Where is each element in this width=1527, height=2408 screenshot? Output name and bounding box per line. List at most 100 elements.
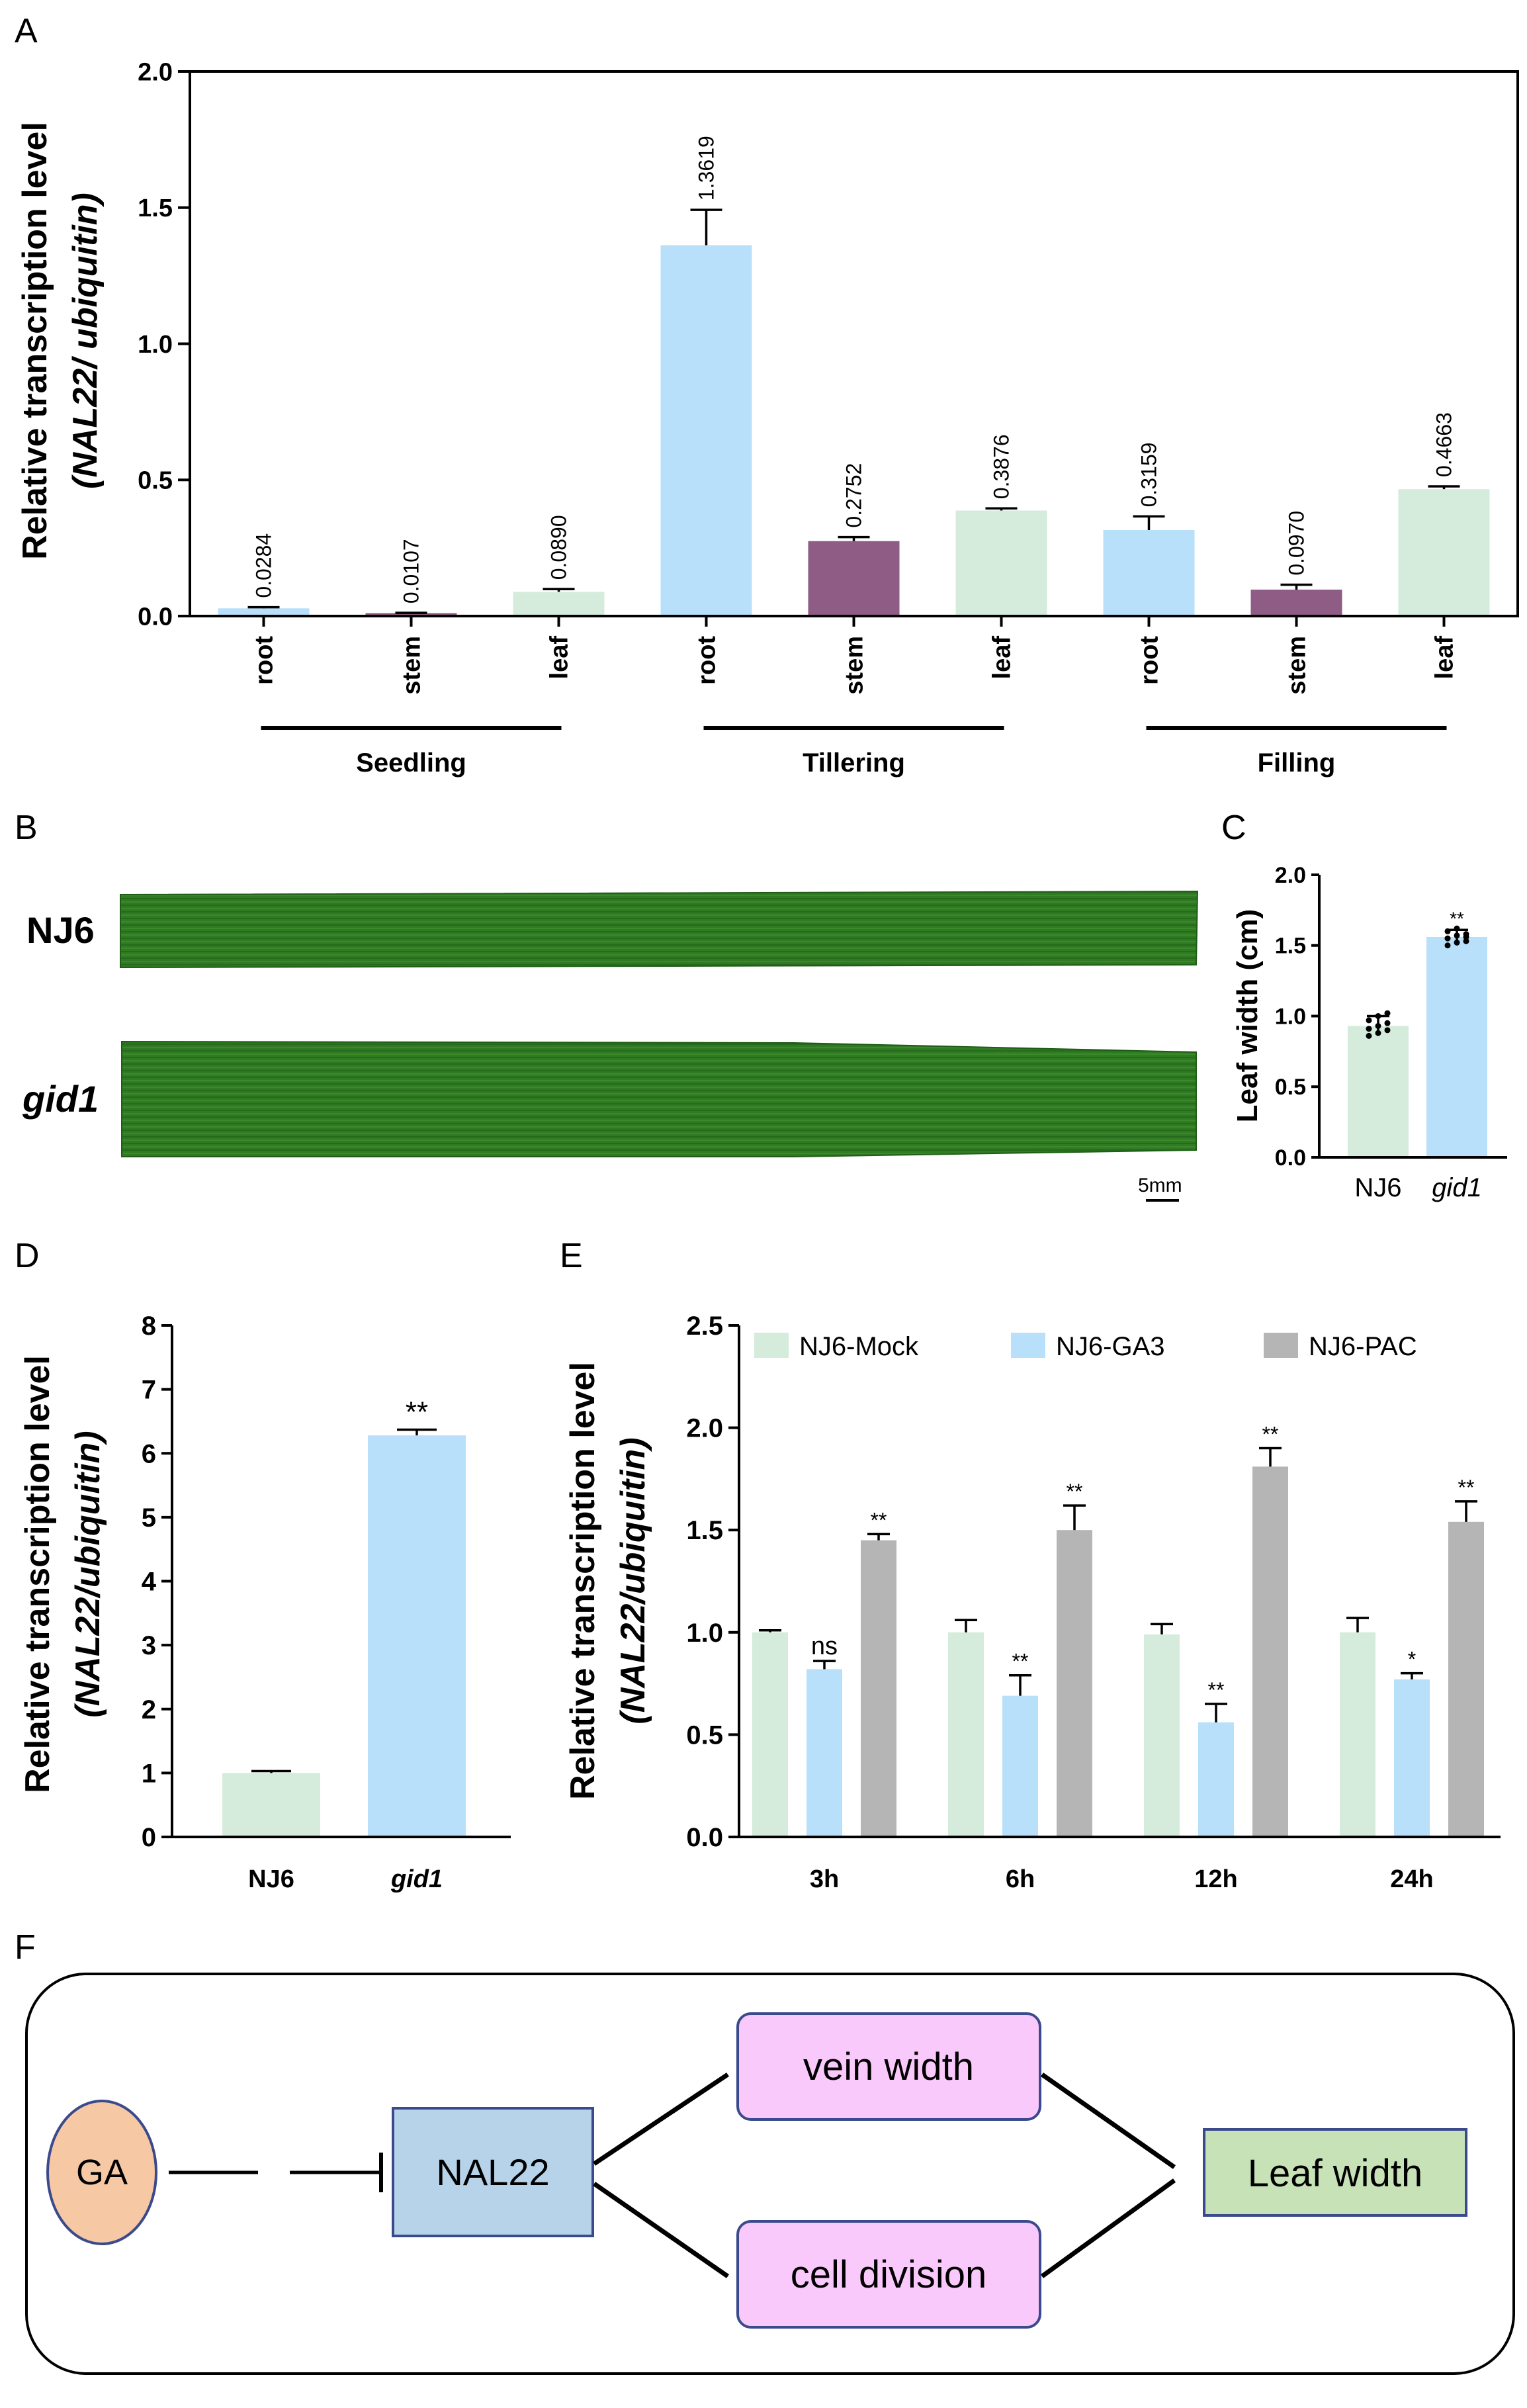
data-point xyxy=(1384,1010,1391,1016)
x-tick-label: 3h xyxy=(810,1865,839,1893)
bar-leaf xyxy=(513,592,605,616)
y-tick-label: 1.5 xyxy=(1275,934,1306,959)
legend-label: NJ6-Mock xyxy=(799,1332,919,1361)
e-y-ticks: 0.0 0.5 1.0 1.5 2.0 2.5 xyxy=(686,1312,739,1852)
nal22-label: NAL22 xyxy=(436,2151,549,2193)
cell-division-label: cell division xyxy=(791,2253,987,2296)
c-ylabel: Leaf width (cm) xyxy=(1231,909,1264,1123)
data-point xyxy=(1454,932,1460,939)
y-tick-label: 0.5 xyxy=(1275,1075,1306,1100)
bar-NJ6-GA3-6h xyxy=(1002,1695,1038,1837)
a-plot-frame xyxy=(189,70,1519,617)
y-tick-label: 0.5 xyxy=(686,1720,723,1750)
group-label: Tillering xyxy=(803,748,905,778)
y-tick-label: 1 xyxy=(142,1759,156,1788)
data-point xyxy=(1384,1020,1391,1026)
y-tick-label: 2.0 xyxy=(138,58,173,86)
data-point xyxy=(1463,938,1469,944)
arrow-cell-to-leafwidth xyxy=(1040,2178,1176,2278)
x-tick-label: gid1 xyxy=(390,1865,443,1893)
x-tick-label: root xyxy=(693,636,721,685)
legend-swatch-NJ6-Mock xyxy=(754,1333,789,1358)
bar-NJ6-GA3-24h xyxy=(1394,1679,1430,1837)
x-tick-label: NJ6 xyxy=(1354,1173,1401,1202)
x-tick-label: stem xyxy=(1284,636,1311,695)
panel-e: E Relative transcription level (NAL22/ub… xyxy=(560,1237,1501,1893)
leaf-image-nj6 xyxy=(120,890,1199,969)
d-bars: ** xyxy=(222,1396,466,1837)
data-point xyxy=(1366,1032,1372,1039)
bar-NJ6-PAC-3h xyxy=(861,1540,896,1837)
d-ylabel-line2: (NAL22/ubiquitin) xyxy=(69,1431,107,1717)
legend-label: NJ6-GA3 xyxy=(1056,1332,1165,1361)
value-label: 0.0107 xyxy=(400,539,423,603)
data-point xyxy=(1366,1017,1372,1024)
bar-NJ6-PAC-24h xyxy=(1448,1521,1484,1837)
c-bars: ** xyxy=(1348,908,1487,1157)
data-point xyxy=(1384,1027,1391,1034)
panel-a: A Relative transcription level (NAL22/ u… xyxy=(15,12,1519,778)
y-tick-label: 5 xyxy=(142,1503,156,1533)
y-tick-label: 6 xyxy=(142,1439,156,1468)
significance-mark: ** xyxy=(1067,1480,1083,1503)
d-y-ticks: 0 1 2 3 4 5 6 7 8 xyxy=(142,1312,172,1852)
x-tick-label: gid1 xyxy=(1432,1173,1482,1202)
leaf-width-node xyxy=(1203,2128,1467,2217)
value-label: 0.3159 xyxy=(1137,443,1161,508)
e-ylabel-line2: (NAL22/ubiquitin) xyxy=(614,1437,652,1724)
nal22-node xyxy=(392,2107,594,2237)
c-y-ticks: 0.0 0.5 1.0 1.5 2.0 xyxy=(1275,863,1319,1171)
x-tick-label: 6h xyxy=(1006,1865,1035,1893)
a-y-ticks: 0.0 0.5 1.0 1.5 2.0 xyxy=(138,58,190,631)
value-label: 0.0890 xyxy=(547,515,571,580)
d-x-tick-labels: NJ6 gid1 xyxy=(248,1865,443,1893)
x-tick-label: stem xyxy=(398,636,426,695)
x-tick-label: leaf xyxy=(988,636,1016,680)
data-point xyxy=(1444,942,1451,949)
bar-NJ6-Mock-12h xyxy=(1144,1634,1180,1837)
leaf-width-label: Leaf width xyxy=(1248,2152,1422,2195)
b-row2-label: gid1 xyxy=(22,1078,99,1120)
x-tick-label: stem xyxy=(841,636,869,695)
y-tick-label: 0 xyxy=(142,1823,156,1852)
significance-mark: ** xyxy=(1450,908,1464,928)
bar-NJ6 xyxy=(222,1773,320,1837)
data-point xyxy=(1454,925,1460,932)
bar-NJ6-Mock-3h xyxy=(752,1632,788,1837)
bar-leaf xyxy=(1398,489,1490,616)
b-row1-label: NJ6 xyxy=(26,909,95,951)
a-y-axis-title: Relative transcription level (NAL22/ ubi… xyxy=(16,122,105,560)
value-label: 0.3876 xyxy=(990,434,1014,499)
data-point xyxy=(1375,1022,1381,1029)
bar-NJ6 xyxy=(1348,1026,1409,1157)
x-tick-label: 12h xyxy=(1194,1865,1237,1893)
cell-division-node xyxy=(736,2220,1041,2329)
y-tick-label: 1.5 xyxy=(686,1516,723,1545)
x-tick-label: 24h xyxy=(1390,1865,1433,1893)
panel-d: D Relative transcription level (NAL22/ub… xyxy=(15,1237,511,1893)
value-label: 0.0284 xyxy=(252,533,276,598)
group-label: Filling xyxy=(1258,748,1336,778)
y-tick-label: 3 xyxy=(142,1631,156,1660)
a-ylabel-line2: (NAL22/ ubiquitin) xyxy=(66,193,105,489)
y-tick-label: 1.5 xyxy=(138,195,173,222)
a-x-tick-labels: root stem leaf root stem leaf root stem leaf xyxy=(251,616,1459,695)
legend-label: NJ6-PAC xyxy=(1309,1332,1417,1361)
y-tick-label: 1.0 xyxy=(138,331,173,359)
bar-NJ6-GA3-12h xyxy=(1198,1722,1234,1837)
significance-mark: * xyxy=(1408,1648,1416,1672)
bar-stem xyxy=(365,613,457,616)
x-tick-label: root xyxy=(251,636,279,685)
d-ylabel-line1: Relative transcription level xyxy=(19,1355,57,1793)
bar-NJ6-GA3-3h xyxy=(807,1669,842,1837)
bar-NJ6-PAC-6h xyxy=(1057,1530,1092,1837)
bar-NJ6-Mock-24h xyxy=(1340,1632,1375,1837)
panel-label-f: F xyxy=(15,1928,36,1967)
bar-gid1 xyxy=(1426,936,1487,1157)
significance-mark: ** xyxy=(406,1396,428,1428)
value-label: 1.3619 xyxy=(695,136,719,201)
e-legend: NJ6-Mock NJ6-GA3 NJ6-PAC xyxy=(754,1332,1417,1361)
panel-label-b: B xyxy=(15,809,38,847)
x-tick-label: NJ6 xyxy=(248,1865,294,1893)
